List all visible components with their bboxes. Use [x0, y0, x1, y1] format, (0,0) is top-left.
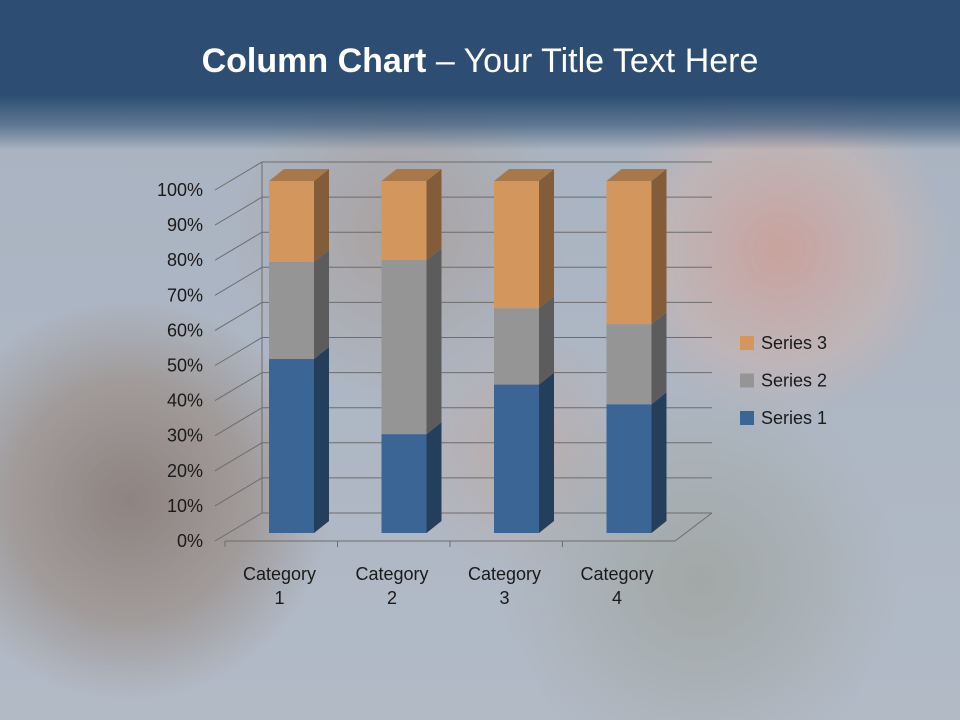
- title-bar: [0, 0, 960, 150]
- y-tick-label: 20%: [167, 461, 203, 481]
- x-tick-label-line: Category: [468, 564, 541, 584]
- bar-segment: [269, 347, 329, 533]
- bar-front: [269, 359, 314, 533]
- bar-segment: [381, 248, 442, 435]
- y-tick-label: 100%: [157, 180, 203, 200]
- legend-label: Series 3: [761, 333, 827, 353]
- x-tick-label-line: 4: [612, 588, 622, 608]
- bar-front: [381, 434, 427, 533]
- legend-swatch: [740, 373, 754, 388]
- bar-side: [314, 169, 329, 262]
- x-tick-label-line: 1: [274, 588, 284, 608]
- bar-top: [606, 169, 667, 181]
- bar-side: [426, 248, 442, 435]
- bar-side: [651, 392, 667, 533]
- y-tick-label: 60%: [167, 320, 203, 340]
- bar-segment: [381, 169, 442, 261]
- y-tick-label: 70%: [167, 285, 203, 305]
- bar-front: [381, 260, 427, 435]
- bar-side: [651, 169, 667, 325]
- x-tick-label-line: Category: [243, 564, 316, 584]
- bar-front: [606, 181, 652, 325]
- bar-front: [381, 181, 427, 261]
- bar-side: [314, 249, 329, 360]
- x-tick-label: Category 3: [468, 564, 541, 608]
- bar-front: [494, 308, 539, 385]
- legend-swatch: [740, 411, 754, 425]
- bar-front: [606, 404, 652, 533]
- slide-title: Column Chart – Your Title Text Here: [0, 42, 960, 81]
- legend-label: Series 2: [761, 371, 827, 391]
- bar-segment: [494, 372, 554, 533]
- bar-front: [606, 324, 652, 405]
- bar-top: [381, 169, 442, 181]
- bar-side: [426, 169, 442, 261]
- x-tick-label: Category 1: [243, 564, 316, 608]
- y-tick-label: 40%: [167, 391, 203, 411]
- bar-segment: [494, 296, 554, 385]
- y-tick-label: 10%: [167, 496, 203, 516]
- bar-front: [269, 261, 314, 360]
- bar-segment: [381, 422, 442, 533]
- bar-top: [494, 169, 554, 181]
- x-tick-label-line: Category: [355, 564, 428, 584]
- bar-segment: [606, 392, 667, 533]
- floor-edge: [225, 512, 713, 542]
- bar-segment: [269, 169, 329, 262]
- x-tick-label: Category 4: [580, 564, 653, 608]
- x-tick-label-line: 3: [499, 588, 509, 608]
- y-tick-label: 90%: [167, 215, 203, 235]
- bar-segment: [606, 169, 667, 325]
- bar-side: [426, 422, 442, 533]
- y-tick-label: 30%: [167, 426, 203, 446]
- x-tick-label: Category 2: [355, 564, 428, 608]
- y-tick-label: 50%: [167, 356, 203, 376]
- bar-side: [651, 312, 667, 405]
- legend-swatch: [740, 336, 754, 350]
- bar-side: [314, 347, 329, 533]
- x-tick-label-line: 2: [387, 588, 397, 608]
- bar-segment: [494, 169, 554, 309]
- title-bold: Column Chart: [201, 42, 427, 80]
- bar-side: [539, 296, 554, 385]
- legend-label: Series 1: [761, 408, 827, 428]
- y-tick-label: 0%: [177, 531, 203, 551]
- bar-side: [539, 372, 554, 533]
- x-tick-label-line: Category: [580, 564, 653, 584]
- bar-segment: [269, 249, 329, 360]
- bar-front: [494, 181, 539, 309]
- title-rest: – Your Title Text Here: [426, 42, 759, 80]
- bar-segment: [606, 312, 667, 405]
- bar-front: [269, 181, 314, 262]
- bar-side: [539, 169, 554, 309]
- legend: Series 3 Series 2 Series 1: [740, 333, 827, 428]
- bar-front: [494, 384, 539, 533]
- y-tick-label: 80%: [167, 250, 203, 270]
- bar-top: [269, 169, 329, 181]
